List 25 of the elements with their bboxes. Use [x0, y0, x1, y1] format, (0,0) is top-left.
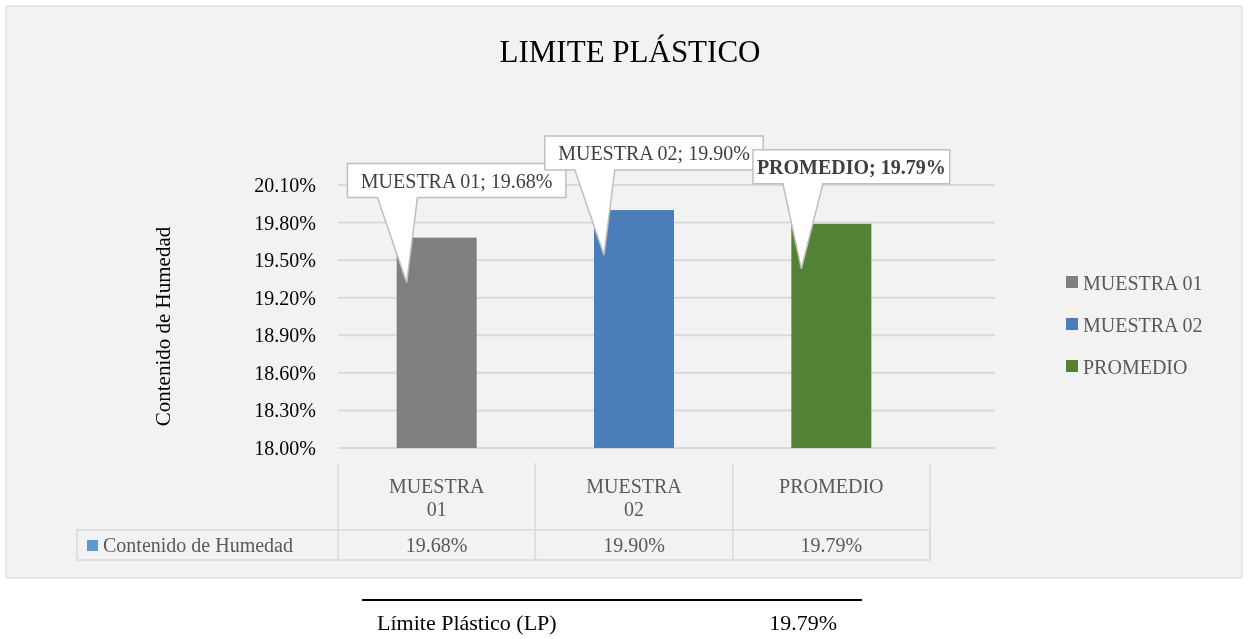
category-label: PROMEDIO [1083, 356, 1188, 378]
x-tick-label: MUESTRA 02 [586, 475, 683, 520]
data-label: 19.68% [405, 534, 468, 556]
category-label: MUESTRA 02 [1083, 314, 1203, 336]
text: Contenido de Humedad [103, 534, 293, 556]
text: 19.79% [769, 610, 837, 635]
y-tick-label: 20.10% [254, 174, 316, 196]
y-axis-title: Contenido de Humedad [151, 226, 175, 427]
x-tick-label: PROMEDIO [779, 475, 884, 497]
y-tick-label: 18.00% [254, 437, 316, 459]
category-label: MUESTRA 01 [1083, 272, 1203, 294]
annotation: PROMEDIO; 19.79% [756, 155, 946, 178]
data-label: 19.79% [800, 534, 863, 556]
y-tick-label: 19.50% [254, 249, 316, 272]
y-tick-label: 18.60% [254, 361, 316, 384]
text: Límite Plástico (LP) [377, 610, 557, 635]
chart-title: LIMITE PLÁSTICO [499, 34, 761, 69]
x-tick-label: MUESTRA 01 [388, 475, 485, 520]
annotation: MUESTRA 02; 19.90% [558, 142, 750, 165]
y-tick-label: 19.80% [254, 211, 316, 234]
data-label: 19.90% [603, 534, 665, 556]
y-tick-label: 19.20% [254, 286, 316, 309]
y-tick-label: 18.90% [254, 324, 316, 347]
annotation: MUESTRA 01; 19.68% [360, 169, 553, 192]
y-tick-label: 18.30% [254, 399, 316, 422]
